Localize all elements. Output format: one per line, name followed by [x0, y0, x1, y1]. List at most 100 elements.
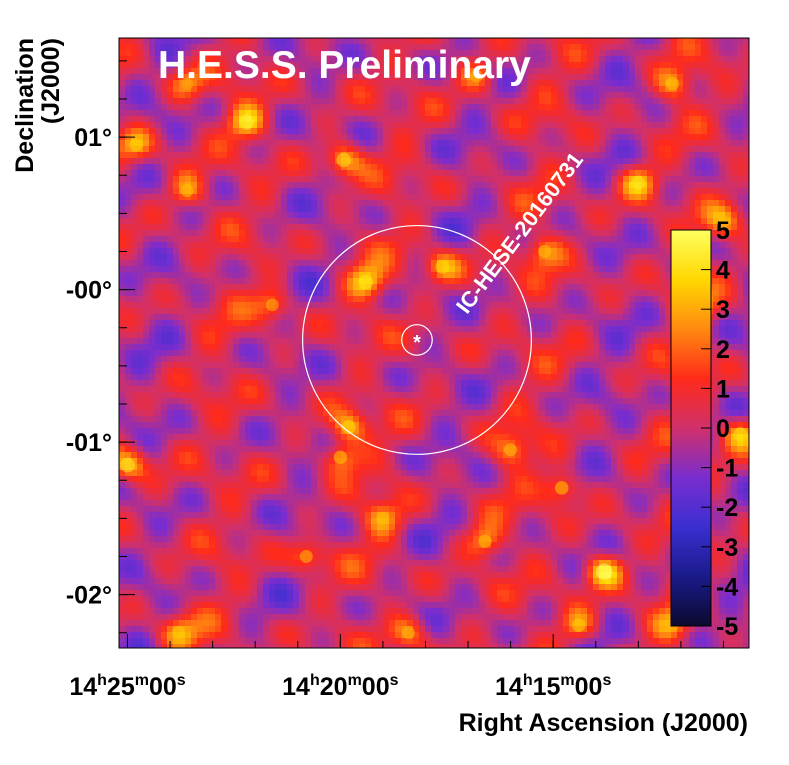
- heatmap-cell: [389, 152, 395, 158]
- heatmap-cell: [281, 194, 287, 200]
- heatmap-cell: [299, 218, 305, 224]
- heatmap-cell: [641, 80, 647, 86]
- heatmap-cell: [737, 266, 743, 272]
- heatmap-cell: [293, 290, 299, 296]
- heatmap-cell: [221, 242, 227, 248]
- heatmap-cell: [599, 272, 605, 278]
- heatmap-cell: [251, 146, 257, 152]
- heatmap-cell: [275, 182, 281, 188]
- heatmap-cell: [203, 314, 209, 320]
- heatmap-cell: [539, 68, 545, 74]
- heatmap-cell: [251, 140, 257, 146]
- heatmap-cell: [263, 56, 269, 62]
- heatmap-cell: [125, 110, 131, 116]
- heatmap-cell: [377, 50, 383, 56]
- heatmap-cell: [719, 128, 725, 134]
- heatmap-cell: [257, 92, 263, 98]
- heatmap-cell: [227, 152, 233, 158]
- heatmap-cell: [185, 158, 191, 164]
- heatmap-cell: [419, 284, 425, 290]
- heatmap-cell: [713, 140, 719, 146]
- heatmap-cell: [725, 254, 731, 260]
- heatmap-cell: [431, 308, 437, 314]
- heatmap-cell: [443, 146, 449, 152]
- heatmap-cell: [527, 80, 533, 86]
- heatmap-cell: [233, 62, 239, 68]
- heatmap-cell: [335, 260, 341, 266]
- heatmap-cell: [743, 254, 749, 260]
- heatmap-cell: [575, 110, 581, 116]
- heatmap-cell: [485, 206, 491, 212]
- heatmap-cell: [161, 302, 167, 308]
- heatmap-cell: [533, 260, 539, 266]
- heatmap-cell: [401, 74, 407, 80]
- heatmap-cell: [377, 290, 383, 296]
- heatmap-cell: [131, 200, 137, 206]
- heatmap-cell: [683, 212, 689, 218]
- heatmap-cell: [575, 236, 581, 242]
- heatmap-cell: [737, 218, 743, 224]
- heatmap-cell: [677, 206, 683, 212]
- heatmap-cell: [407, 170, 413, 176]
- heatmap-cell: [215, 242, 221, 248]
- heatmap-cell: [545, 188, 551, 194]
- heatmap-cell: [425, 158, 431, 164]
- heatmap-cell: [623, 284, 629, 290]
- heatmap-cell: [485, 266, 491, 272]
- heatmap-cell: [305, 188, 311, 194]
- heatmap-cell: [491, 260, 497, 266]
- heatmap-cell: [503, 194, 509, 200]
- heatmap-cell: [653, 260, 659, 266]
- heatmap-cell: [317, 86, 323, 92]
- heatmap-cell: [461, 194, 467, 200]
- heatmap-cell: [461, 176, 467, 182]
- heatmap-cell: [725, 302, 731, 308]
- heatmap-cell: [575, 62, 581, 68]
- heatmap-cell: [485, 296, 491, 302]
- heatmap-cell: [341, 140, 347, 146]
- heatmap-cell: [263, 224, 269, 230]
- heatmap-cell: [269, 266, 275, 272]
- heatmap-cell: [257, 194, 263, 200]
- heatmap-cell: [311, 98, 317, 104]
- heatmap-cell: [449, 164, 455, 170]
- heatmap-cell: [179, 182, 185, 188]
- heatmap-cell: [623, 38, 629, 44]
- heatmap-cell: [521, 164, 527, 170]
- heatmap-cell: [341, 224, 347, 230]
- heatmap-cell: [233, 206, 239, 212]
- heatmap-cell: [509, 266, 515, 272]
- heatmap-cell: [155, 260, 161, 266]
- heatmap-cell: [689, 146, 695, 152]
- heatmap-cell: [353, 164, 359, 170]
- heatmap-cell: [167, 206, 173, 212]
- heatmap-cell: [695, 92, 701, 98]
- heatmap-cell: [545, 104, 551, 110]
- heatmap-cell: [683, 194, 689, 200]
- heatmap-cell: [689, 134, 695, 140]
- heatmap-cell: [131, 158, 137, 164]
- heatmap-cell: [551, 44, 557, 50]
- heatmap-cell: [605, 104, 611, 110]
- heatmap-cell: [185, 50, 191, 56]
- heatmap-cell: [233, 80, 239, 86]
- heatmap-cell: [479, 290, 485, 296]
- heatmap-cell: [641, 248, 647, 254]
- heatmap-cell: [347, 188, 353, 194]
- heatmap-cell: [341, 116, 347, 122]
- heatmap-cell: [383, 188, 389, 194]
- heatmap-cell: [725, 134, 731, 140]
- heatmap-cell: [131, 272, 137, 278]
- heatmap-cell: [149, 74, 155, 80]
- heatmap-cell: [425, 200, 431, 206]
- heatmap-cell: [677, 218, 683, 224]
- heatmap-cell: [737, 110, 743, 116]
- heatmap-cell: [461, 320, 467, 326]
- heatmap-cell: [719, 296, 725, 302]
- heatmap-cell: [407, 44, 413, 50]
- heatmap-cell: [371, 44, 377, 50]
- heatmap-cell: [563, 92, 569, 98]
- heatmap-cell: [461, 68, 467, 74]
- heatmap-cell: [215, 254, 221, 260]
- heatmap-cell: [341, 314, 347, 320]
